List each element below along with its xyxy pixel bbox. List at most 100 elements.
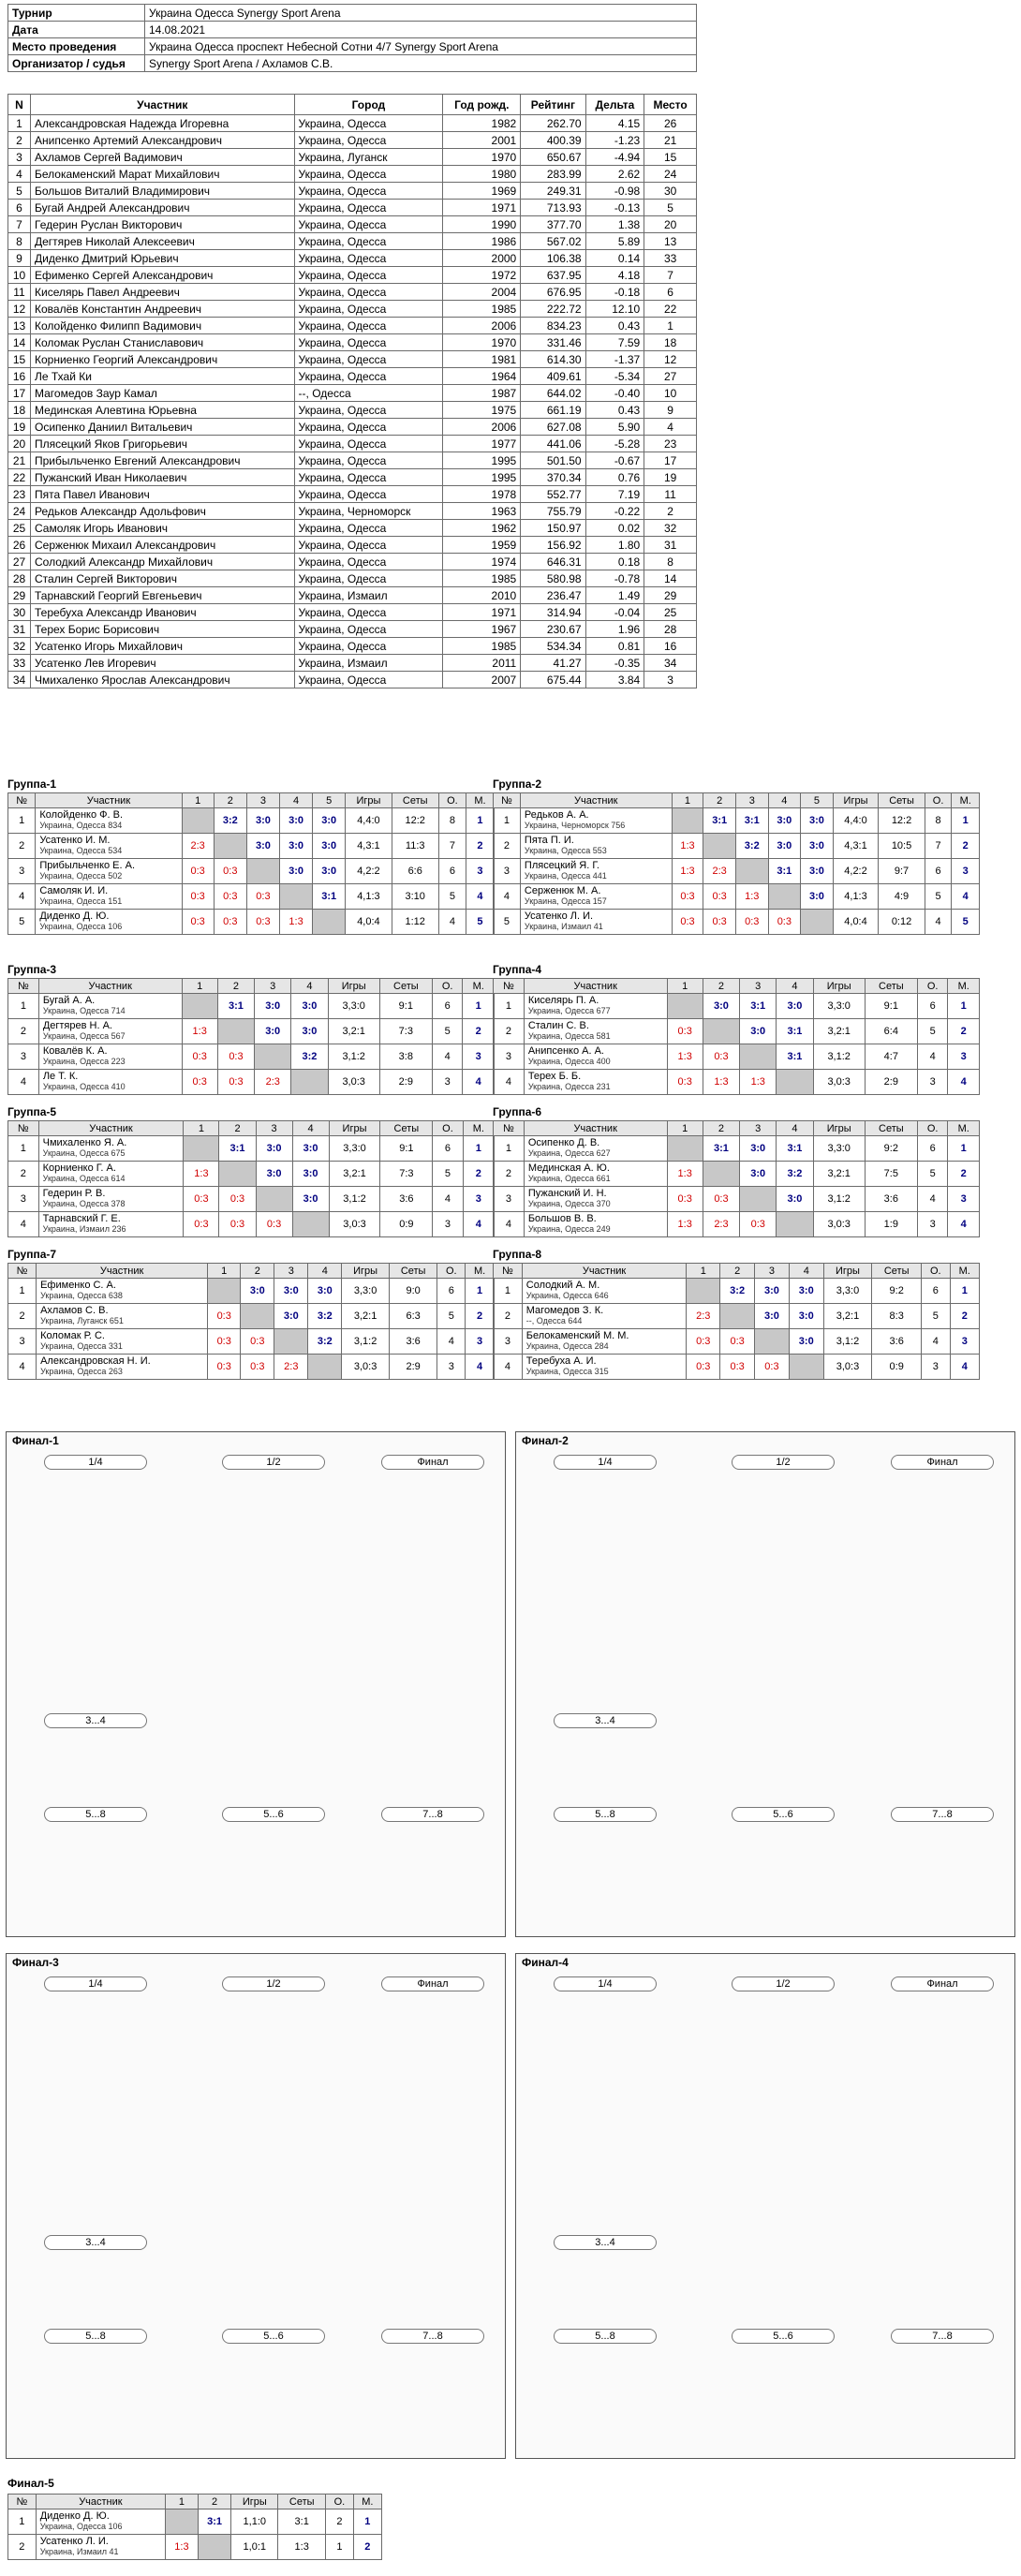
placement-label: 7...8 — [891, 2329, 994, 2344]
group-points: 5 — [921, 1303, 951, 1329]
group-score-cell: 1:3 — [671, 833, 704, 859]
group-player-city: Украина, Одесса 331 — [40, 1341, 123, 1351]
group-row: 4 Александровская Н. И. Украина, Одесса 26… — [7, 1354, 495, 1380]
participant-cell: 11 — [644, 485, 697, 503]
participant-cell: Гедерин Руслан Викторович — [30, 215, 295, 233]
group-score-cell: 0:3 — [183, 1211, 220, 1237]
group-header-cell: 3 — [254, 978, 292, 994]
participant-cell: 534.34 — [520, 637, 586, 655]
participant-row: 12 Ковалёв Константин Андреевич Украина, О… — [7, 300, 697, 318]
group-player-city: Украина, Одесса 661 — [527, 1174, 611, 1183]
participant-cell: 4.18 — [584, 266, 645, 284]
group-score-cell: 3:0 — [776, 1186, 814, 1212]
group-score-cell: 3:2 — [307, 1303, 343, 1329]
group-score-cell: 3:0 — [240, 1278, 275, 1304]
placement-label: 5...6 — [222, 1807, 325, 1822]
group-score-cell: 3:0 — [245, 807, 281, 834]
participant-cell: 7 — [7, 215, 31, 233]
group-sets: 9:0 — [388, 1278, 438, 1304]
group-sets: 9:2 — [864, 1135, 918, 1162]
group-points: 3 — [437, 1354, 466, 1380]
participant-cell: Ахламов Сергей Вадимович — [30, 148, 295, 166]
group-place: 2 — [462, 1018, 495, 1044]
group-score-cell: 3:0 — [788, 1278, 824, 1304]
group-row-num: 3 — [7, 858, 37, 884]
group-place: 3 — [465, 858, 496, 884]
participant-cell: 1995 — [442, 452, 522, 469]
group-score-cell: 0:3 — [702, 1044, 741, 1070]
group-row: 3 Пужанский И. Н. Украина, Одесса 370 0:3 0:… — [493, 1186, 980, 1212]
participant-cell: 0.81 — [584, 637, 645, 655]
final5-title: Финал-5 — [7, 2477, 54, 2490]
participant-cell: 22 — [644, 300, 697, 318]
group-place: 2 — [949, 1303, 980, 1329]
participant-cell: 5 — [7, 182, 31, 200]
participant-cell: 32 — [644, 519, 697, 537]
group-score-cell: 3:1 — [734, 807, 769, 834]
group-player-city: Украина, Одесса 400 — [527, 1057, 611, 1066]
group-player-city: Украина, Одесса 834 — [39, 821, 123, 830]
group-place: 3 — [947, 1186, 980, 1212]
participant-cell: 1963 — [442, 502, 522, 520]
group-header-cell: № — [493, 978, 525, 994]
participant-cell: 314.94 — [520, 603, 586, 621]
group-place: 3 — [465, 1328, 495, 1355]
participant-row: 32 Усатенко Игорь Михайлович Украина, Одес… — [7, 637, 697, 655]
group-player-name: Ефименко С. А. Украина, Одесса 638 — [36, 1278, 209, 1304]
participant-cell: 650.67 — [520, 148, 586, 166]
group-score-cell: 3:0 — [702, 993, 741, 1019]
info-row: Турнир Украина Одесса Synergy Sport Arena — [7, 4, 697, 22]
group-score-cell: 1:3 — [671, 858, 704, 884]
participant-cell: 2000 — [442, 249, 522, 267]
group-header-cell: 3 — [245, 792, 281, 808]
group-header-cell: О. — [921, 1263, 951, 1279]
group-points: 5 — [916, 1018, 949, 1044]
group-player-city: Украина, Одесса 284 — [525, 1341, 609, 1351]
group-score-cell: 0:3 — [666, 1018, 703, 1044]
participant-cell: -0.22 — [584, 502, 645, 520]
participant-cell: Коломак Руслан Станиславович — [30, 333, 295, 351]
participants-header-cell: Место — [644, 94, 697, 115]
group-row: 2 Сталин С. В. Украина, Одесса 581 0:3 3:0 3:… — [493, 1018, 980, 1044]
participant-cell: Украина, Одесса — [293, 266, 444, 284]
group-score-cell: 0:3 — [213, 858, 247, 884]
group-header-cell: 4 — [788, 1263, 824, 1279]
participants-header-cell: Город — [293, 94, 444, 115]
participant-cell: 1.96 — [584, 620, 645, 638]
group-header-cell: № — [7, 978, 39, 994]
group-score-cell: 0:3 — [666, 1186, 703, 1212]
group-score-cell: 3:2 — [213, 807, 247, 834]
group-points: 4 — [921, 1328, 951, 1355]
group-score-cell — [788, 1354, 824, 1380]
participant-cell: 27 — [644, 367, 697, 385]
group-row-num: 4 — [493, 883, 521, 910]
participant-cell: 1980 — [442, 165, 522, 183]
group-row-num: 3 — [7, 1328, 37, 1355]
group-place: 2 — [462, 1161, 496, 1187]
participant-cell: 31 — [7, 620, 31, 638]
group-place: 5 — [465, 909, 496, 935]
placement-label: 5...8 — [554, 2329, 657, 2344]
final-title: Финал-1 — [12, 1434, 59, 1447]
group-header-cell: Сеты — [864, 1120, 918, 1136]
participant-cell: 1981 — [442, 350, 522, 368]
group-player-name: Терех Б. Б. Украина, Одесса 231 — [523, 1069, 668, 1095]
participants-header-cell: Дельта — [584, 94, 645, 115]
group-place: 5 — [951, 909, 980, 935]
group-place: 1 — [462, 1135, 496, 1162]
group-header-cell: № — [7, 792, 37, 808]
group-header-row: № Участник 1 2 3 4 Игры Сеты О. М. — [493, 978, 980, 994]
final5-score-cell — [197, 2534, 232, 2560]
participant-cell: 23 — [644, 435, 697, 452]
group-row: 4 Большов В. В. Украина, Одесса 249 1:3 2:3 0… — [493, 1211, 980, 1237]
participant-cell: 7 — [644, 266, 697, 284]
final-title: Финал-2 — [522, 1434, 569, 1447]
final5-score-cell: 3:1 — [197, 2509, 232, 2535]
group-header-cell: 4 — [776, 978, 814, 994]
group-player-name: Прибыльченко Е. А. Украина, Одесса 502 — [35, 858, 183, 884]
participant-cell: 1977 — [442, 435, 522, 452]
group-player-name: Анипсенко А. А. Украина, Одесса 400 — [523, 1044, 668, 1070]
group-points: 4 — [924, 909, 953, 935]
group-sets: 1:12 — [391, 909, 439, 935]
group-points: 5 — [431, 1018, 464, 1044]
